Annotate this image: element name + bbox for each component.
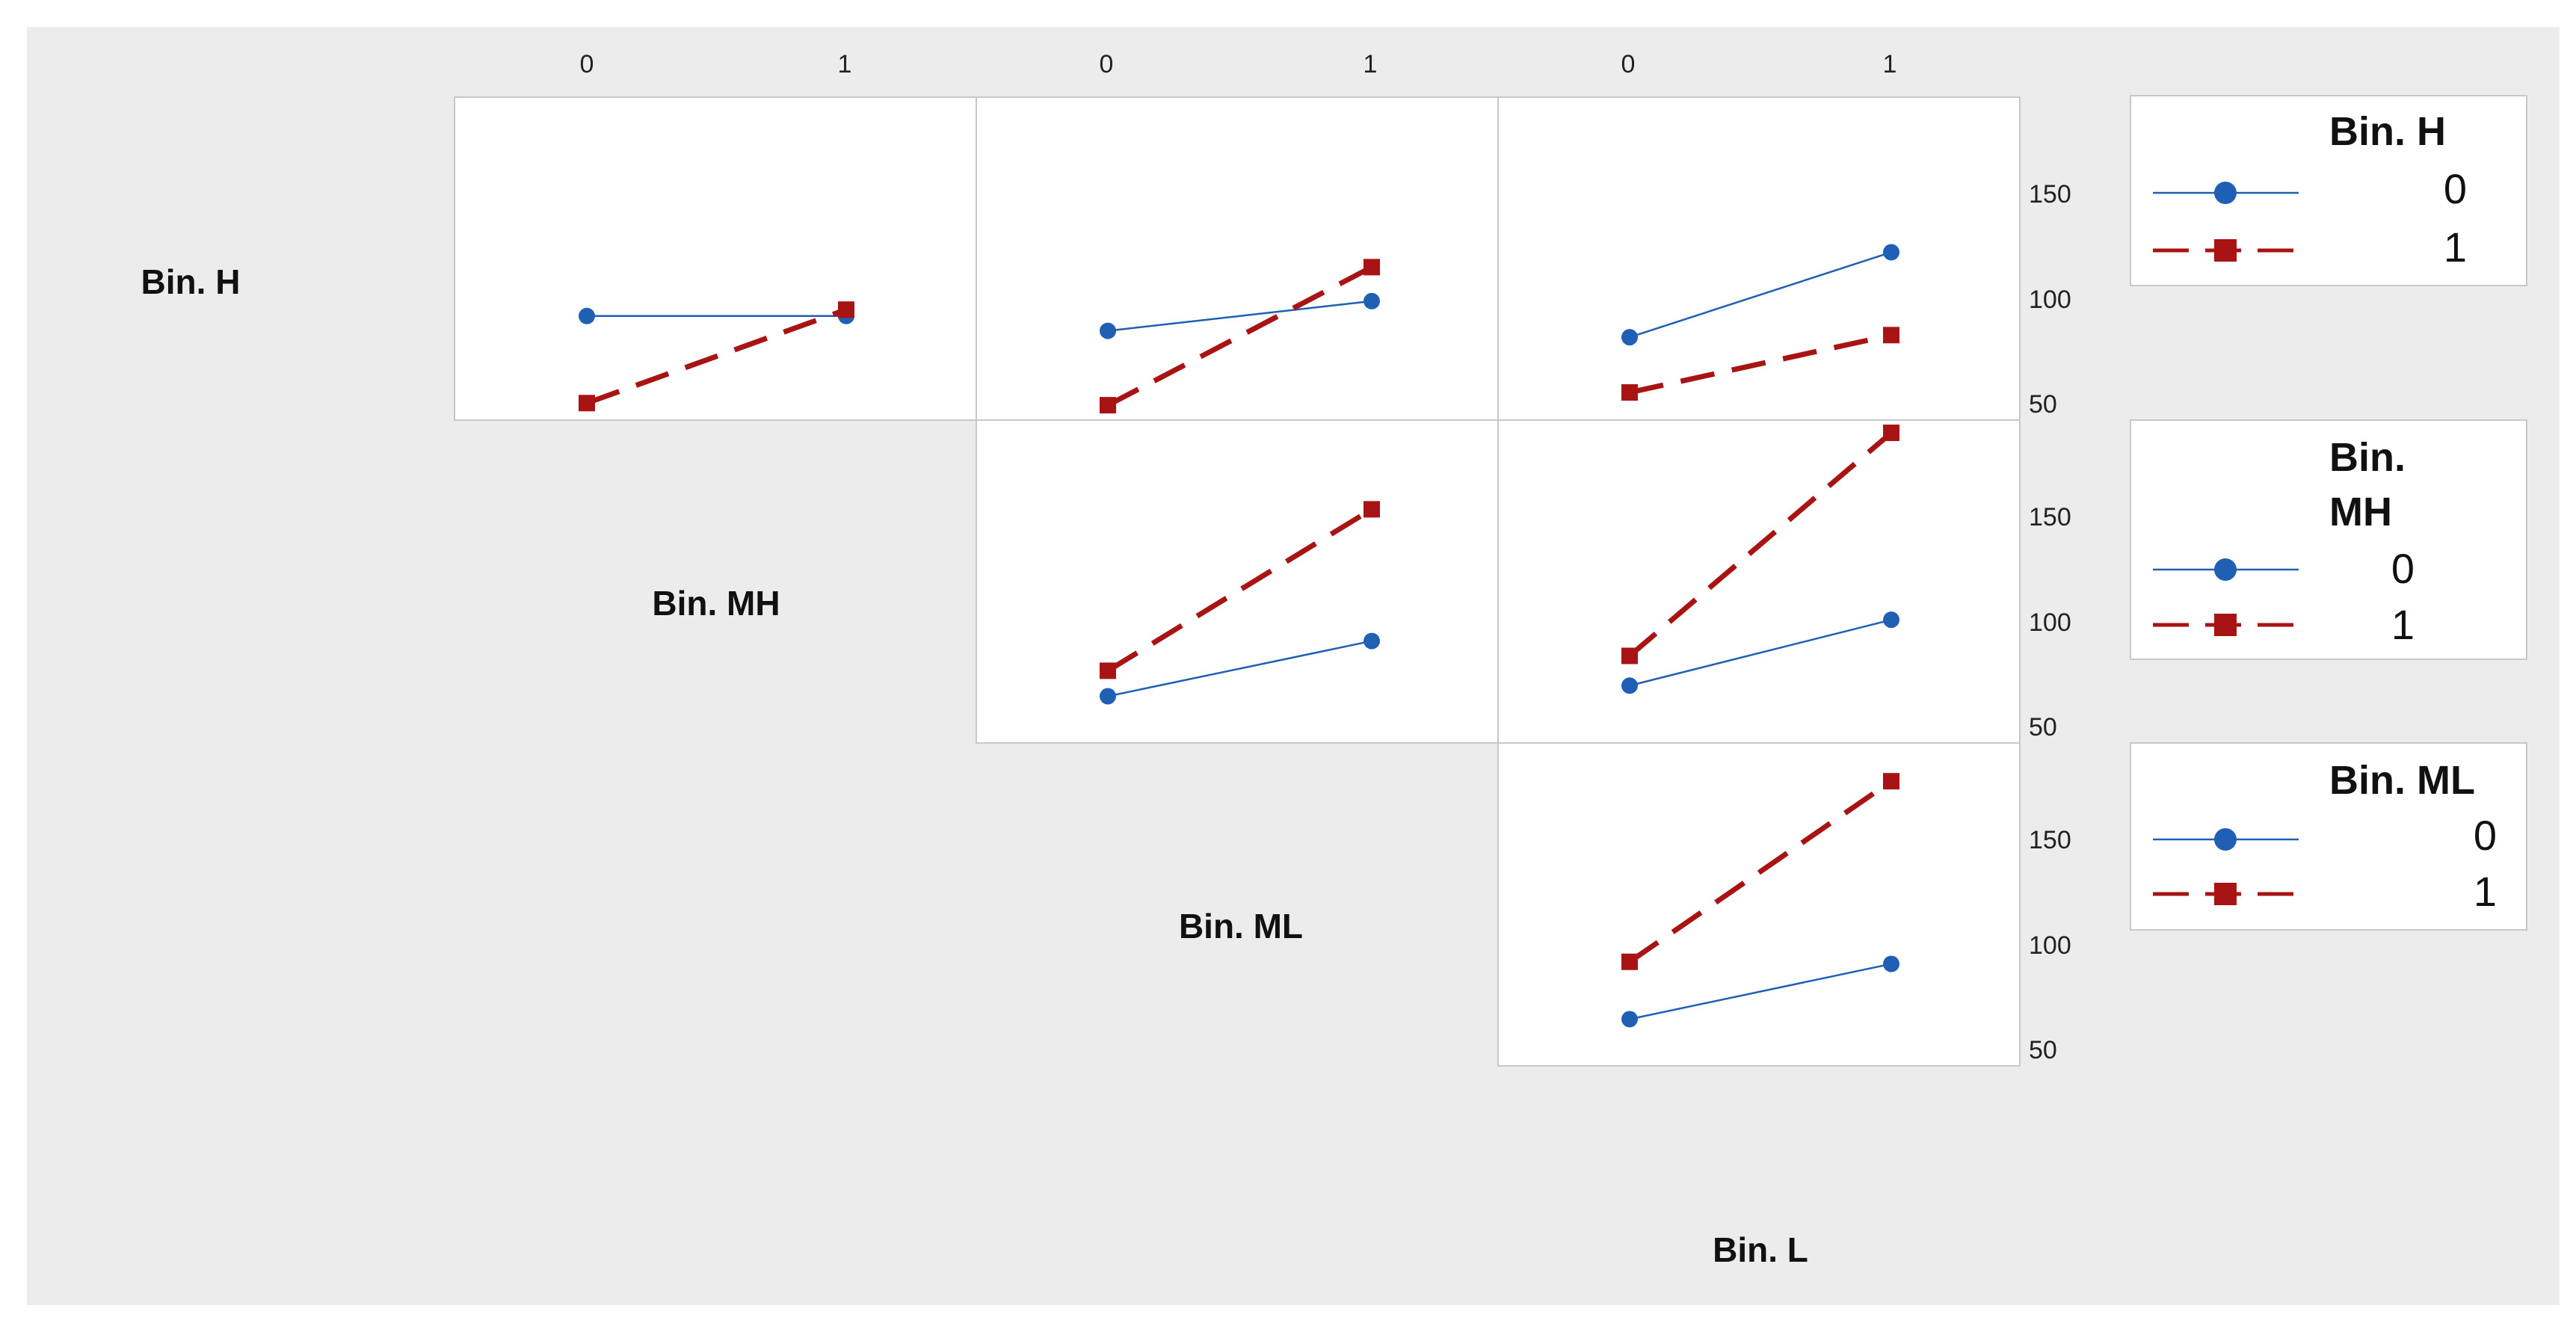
y-tick-label: 100 bbox=[2029, 608, 2071, 637]
x-tick-label: 1 bbox=[1883, 50, 1897, 78]
series-line-1 bbox=[1627, 431, 1894, 659]
legend-box-bin-mh bbox=[2130, 419, 2527, 660]
data-point-circle bbox=[1621, 329, 1638, 346]
x-tick-label: 0 bbox=[1100, 50, 1114, 78]
legend-title: Bin. ML bbox=[2329, 758, 2475, 803]
data-point-square bbox=[1364, 501, 1380, 518]
factor-label-bin-h: Bin. H bbox=[141, 262, 241, 301]
series-line-0 bbox=[1629, 618, 1892, 687]
legend-title: MH bbox=[2329, 490, 2392, 534]
data-point-circle bbox=[1100, 322, 1116, 339]
legend-marker-circle bbox=[2214, 828, 2237, 851]
legend-box-bin-ml bbox=[2130, 742, 2527, 931]
data-point-square bbox=[1100, 397, 1116, 414]
factor-label-bin-mh: Bin. MH bbox=[652, 584, 780, 623]
legend-marker-square bbox=[2214, 614, 2237, 636]
legend-entry-label: 1 bbox=[2444, 223, 2467, 271]
x-tick-label: 1 bbox=[838, 50, 852, 78]
data-point-circle bbox=[1364, 632, 1380, 650]
legend-entry-label: 1 bbox=[2391, 601, 2415, 648]
y-tick-label: 100 bbox=[2029, 286, 2071, 314]
legend-entry-label: 0 bbox=[2391, 545, 2415, 592]
data-point-circle bbox=[1883, 611, 1899, 629]
data-point-square bbox=[1883, 425, 1899, 442]
data-point-circle bbox=[1100, 688, 1116, 705]
panel-h-ml bbox=[976, 96, 1499, 421]
series-line-1 bbox=[585, 306, 848, 406]
data-point-square bbox=[1621, 953, 1638, 970]
legend-title: Bin. bbox=[2329, 435, 2406, 480]
series-line-0 bbox=[1107, 300, 1372, 332]
factor-label-bin-l: Bin. L bbox=[1713, 1230, 1808, 1269]
data-point-square bbox=[1364, 259, 1380, 276]
data-point-circle bbox=[1883, 955, 1899, 972]
legend-entry-label: 0 bbox=[2444, 165, 2467, 212]
panel-h-l bbox=[1497, 96, 2021, 421]
data-point-circle bbox=[1364, 292, 1380, 309]
panel-ml-l bbox=[1497, 742, 2021, 1067]
factor-label-bin-ml: Bin. ML bbox=[1179, 907, 1303, 946]
data-point-square bbox=[1621, 647, 1638, 665]
data-point-circle bbox=[579, 307, 595, 324]
data-point-square bbox=[838, 301, 854, 318]
panel-mh-l bbox=[1497, 419, 2021, 744]
y-tick-label: 150 bbox=[2029, 180, 2071, 209]
legend-entry-label: 0 bbox=[2474, 812, 2497, 859]
y-tick-label: 150 bbox=[2029, 503, 2071, 531]
data-point-square bbox=[1883, 773, 1899, 790]
legend-marker-square bbox=[2214, 883, 2237, 905]
legend-marker-circle bbox=[2214, 182, 2237, 204]
x-tick-label: 1 bbox=[1364, 50, 1378, 78]
panel-mh-ml bbox=[976, 419, 1499, 744]
y-tick-label: 50 bbox=[2029, 390, 2057, 419]
data-point-square bbox=[1621, 384, 1638, 401]
y-tick-label: 50 bbox=[2029, 713, 2057, 741]
data-point-square bbox=[1100, 662, 1116, 679]
data-point-circle bbox=[1621, 677, 1638, 694]
legend-entry-label: 1 bbox=[2474, 868, 2497, 915]
panel-h-mh bbox=[454, 96, 977, 421]
data-point-circle bbox=[1621, 1011, 1638, 1028]
y-tick-label: 100 bbox=[2029, 931, 2071, 960]
data-point-square bbox=[1883, 327, 1899, 344]
legend-marker-square bbox=[2214, 239, 2237, 262]
series-line-0 bbox=[1107, 640, 1372, 697]
series-line-0 bbox=[1629, 963, 1892, 1020]
data-point-square bbox=[579, 395, 595, 412]
legend-title: Bin. H bbox=[2329, 109, 2446, 154]
y-tick-label: 150 bbox=[2029, 826, 2071, 854]
series-line-1 bbox=[1629, 332, 1892, 395]
series-line-1 bbox=[1628, 779, 1893, 964]
y-tick-label: 50 bbox=[2029, 1036, 2057, 1064]
legend-marker-circle bbox=[2214, 558, 2237, 581]
legend-box-bin-h bbox=[2130, 95, 2527, 286]
x-tick-label: 0 bbox=[1621, 50, 1636, 78]
series-line-0 bbox=[1629, 251, 1892, 339]
data-point-circle bbox=[1883, 244, 1899, 261]
x-tick-label: 0 bbox=[580, 50, 594, 78]
